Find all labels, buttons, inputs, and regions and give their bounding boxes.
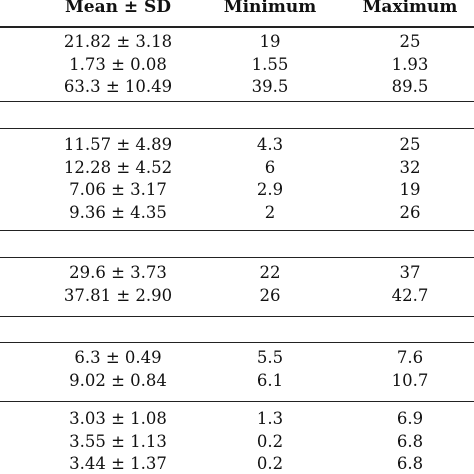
minimum-cell: 0.2 xyxy=(256,454,284,473)
header-rule xyxy=(0,26,474,28)
mean-sd-cell: 21.82 ± 3.18 xyxy=(63,32,173,51)
maximum-cell: 25 xyxy=(399,135,421,154)
mean-sd-cell: 3.03 ± 1.08 xyxy=(69,409,167,428)
mean-sd-cell: 9.36 ± 4.35 xyxy=(69,202,167,222)
minimum-cell: 2 xyxy=(264,202,276,222)
maximum-cell: 42.7 xyxy=(391,285,429,305)
minimum-cell: 0.2 xyxy=(256,431,284,451)
header-maximum: Maximum xyxy=(362,0,458,17)
maximum-cell: 1.93 xyxy=(391,54,429,74)
minimum-cell: 4.3 xyxy=(256,135,284,154)
group-rule xyxy=(0,128,474,129)
minimum-cell: 26 xyxy=(259,285,281,305)
maximum-cell: 32 xyxy=(399,157,421,177)
group-rule xyxy=(0,316,474,317)
mean-sd-cell: 37.81 ± 2.90 xyxy=(63,285,173,305)
maximum-cell: 37 xyxy=(399,263,421,282)
maximum-cell: 10.7 xyxy=(391,370,429,390)
minimum-cell: 19 xyxy=(259,32,281,51)
mean-sd-cell: 9.02 ± 0.84 xyxy=(69,370,167,390)
minimum-cell: 22 xyxy=(259,263,281,282)
group-rule xyxy=(0,342,474,343)
mean-sd-cell: 63.3 ± 10.49 xyxy=(63,77,173,96)
header-minimum: Minimum xyxy=(223,0,317,17)
mean-sd-cell: 7.06 ± 3.17 xyxy=(69,180,167,199)
group-rule xyxy=(0,230,474,231)
minimum-cell: 1.3 xyxy=(256,409,284,428)
mean-sd-cell: 3.44 ± 1.37 xyxy=(69,454,167,473)
minimum-cell: 5.5 xyxy=(256,348,284,367)
group-rule xyxy=(0,257,474,258)
maximum-cell: 25 xyxy=(399,32,421,51)
minimum-cell: 39.5 xyxy=(251,77,289,96)
maximum-cell: 6.8 xyxy=(396,431,424,451)
group-rule xyxy=(0,101,474,102)
maximum-cell: 26 xyxy=(399,202,421,222)
minimum-cell: 6 xyxy=(264,157,276,177)
maximum-cell: 6.9 xyxy=(396,409,424,428)
mean-sd-cell: 6.3 ± 0.49 xyxy=(74,348,162,367)
minimum-cell: 2.9 xyxy=(256,180,284,199)
mean-sd-cell: 11.57 ± 4.89 xyxy=(63,135,173,154)
maximum-cell: 7.6 xyxy=(396,348,424,367)
maximum-cell: 6.8 xyxy=(396,454,424,473)
group-rule xyxy=(0,401,474,402)
maximum-cell: 89.5 xyxy=(391,77,429,96)
header-mean-sd: Mean ± SD xyxy=(64,0,172,17)
minimum-cell: 6.1 xyxy=(256,370,284,390)
mean-sd-cell: 12.28 ± 4.52 xyxy=(63,157,173,177)
mean-sd-cell: 29.6 ± 3.73 xyxy=(69,263,167,282)
maximum-cell: 19 xyxy=(399,180,421,199)
mean-sd-cell: 1.73 ± 0.08 xyxy=(69,54,167,74)
minimum-cell: 1.55 xyxy=(251,54,289,74)
mean-sd-cell: 3.55 ± 1.13 xyxy=(69,431,167,451)
